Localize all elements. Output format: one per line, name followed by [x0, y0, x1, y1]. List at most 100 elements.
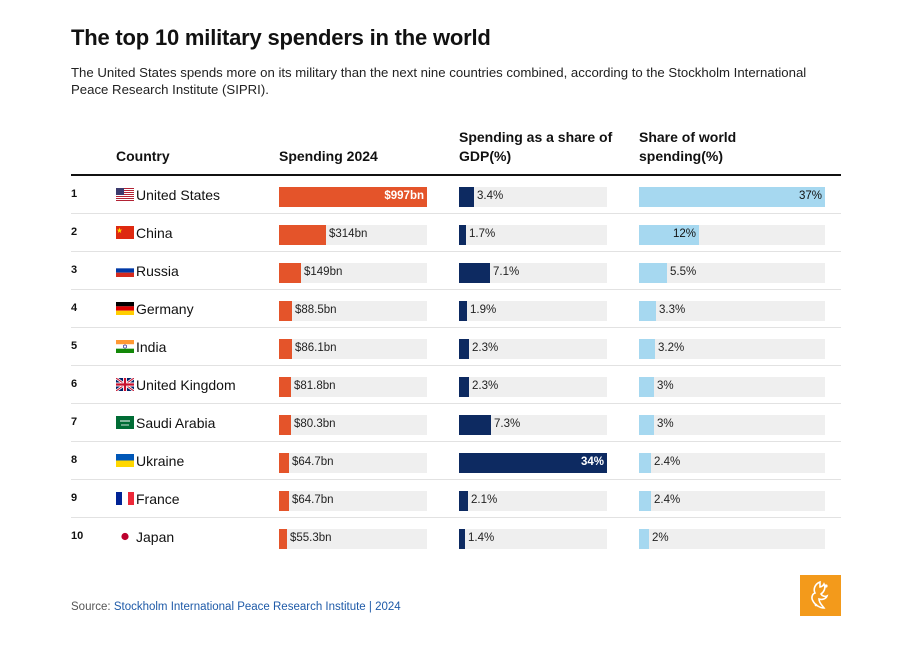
spending-bar-track: $149bn [279, 263, 427, 283]
spending-value-label: $86.1bn [295, 342, 337, 354]
rank-number: 7 [71, 416, 78, 428]
rank-number: 3 [71, 264, 78, 276]
spending-bar [279, 415, 291, 435]
country-name: Russia [136, 263, 179, 279]
world-bar-track: 2.4% [639, 491, 825, 511]
table-row: 6 United Kingdom $81.8bn 2.3% 3% [71, 366, 841, 404]
japan-flag-icon [116, 530, 134, 543]
world-value-label: 3.2% [658, 342, 685, 354]
spending-value-label: $81.8bn [294, 380, 336, 392]
country-name: United States [136, 187, 221, 203]
france-flag-icon [116, 492, 134, 505]
gdp-value-label: 1.7% [469, 228, 496, 240]
spending-bar-track: $64.7bn [279, 453, 427, 473]
gdp-value-label: 1.4% [468, 532, 495, 544]
saudi-arabia-flag-icon [116, 416, 134, 429]
rank-number: 1 [71, 188, 78, 200]
world-bar [639, 339, 655, 359]
gdp-bar [459, 187, 474, 207]
al-jazeera-logo-icon [800, 575, 841, 616]
gdp-bar-track: 1.4% [459, 529, 607, 549]
world-bar [639, 453, 651, 473]
country-name: Germany [136, 301, 194, 317]
spending-value-label: $64.7bn [292, 494, 334, 506]
spending-bar-track: $86.1bn [279, 339, 427, 359]
spending-bar [279, 377, 291, 397]
germany-flag-icon [116, 302, 134, 315]
gdp-value-label: 34% [580, 456, 604, 468]
row-divider [71, 251, 841, 252]
source-link[interactable]: Stockholm International Peace Research I… [113, 601, 401, 613]
spending-bar [279, 225, 326, 245]
gdp-bar [459, 301, 467, 321]
header-country: Country [116, 148, 170, 164]
russia-flag-icon [116, 264, 134, 277]
gdp-bar-track: 2.3% [459, 377, 607, 397]
row-divider [71, 365, 841, 366]
world-bar-track: 3% [639, 377, 825, 397]
spending-bar [279, 263, 301, 283]
us-flag-icon [116, 188, 134, 201]
gdp-bar [459, 453, 607, 473]
spending-bar-track: $64.7bn [279, 491, 427, 511]
world-bar-track: 37% [639, 187, 825, 207]
row-divider [71, 327, 841, 328]
table-row: 7 Saudi Arabia $80.3bn 7.3% 3% [71, 404, 841, 442]
country-name: France [136, 491, 180, 507]
chart-subtitle: The United States spends more on its mil… [71, 65, 807, 97]
table-row: 8 Ukraine $64.7bn 34% 2.4% [71, 442, 841, 480]
gdp-bar [459, 529, 465, 549]
chart-title: The top 10 military spenders in the worl… [71, 25, 491, 50]
world-value-label: 37% [798, 190, 822, 202]
world-bar-track: 3% [639, 415, 825, 435]
spending-bar-track: $81.8bn [279, 377, 427, 397]
gdp-value-label: 7.3% [494, 418, 521, 430]
gdp-bar-track: 2.1% [459, 491, 607, 511]
rank-number: 9 [71, 492, 78, 504]
world-bar [639, 301, 656, 321]
world-bar [639, 225, 699, 245]
spending-bar-track: $997bn [279, 187, 427, 207]
gdp-bar [459, 225, 466, 245]
spending-bar [279, 491, 289, 511]
rank-number: 5 [71, 340, 78, 352]
gdp-value-label: 2.1% [471, 494, 498, 506]
world-value-label: 2% [652, 532, 669, 544]
table-row: 3 Russia $149bn 7.1% 5.5% [71, 252, 841, 290]
world-value-label: 12% [672, 228, 696, 240]
ukraine-flag-icon [116, 454, 134, 467]
spending-bar [279, 453, 289, 473]
table-row: 9 France $64.7bn 2.1% 2.4% [71, 480, 841, 518]
spending-value-label: $55.3bn [290, 532, 332, 544]
gdp-bar-track: 1.9% [459, 301, 607, 321]
rank-number: 10 [71, 530, 84, 542]
world-bar-track: 3.3% [639, 301, 825, 321]
table-row: 10 Japan $55.3bn 1.4% 2% [71, 518, 841, 556]
world-bar-track: 5.5% [639, 263, 825, 283]
spending-value-label: $80.3bn [294, 418, 336, 430]
spending-value-label: $149bn [304, 266, 343, 278]
header-gdp-share: Spending as a share of GDP(%) [459, 129, 613, 164]
gdp-bar-track: 7.1% [459, 263, 607, 283]
rank-number: 4 [71, 302, 78, 314]
world-bar-track: 3.2% [639, 339, 825, 359]
rank-number: 2 [71, 226, 78, 238]
world-value-label: 2.4% [654, 456, 681, 468]
country-name: Japan [136, 529, 175, 545]
rank-number: 8 [71, 454, 78, 466]
table-row: 2 China $314bn 1.7% 12% [71, 214, 841, 252]
spending-value-label: $64.7bn [292, 456, 334, 468]
header-divider [71, 174, 841, 176]
world-value-label: 3% [657, 418, 674, 430]
gdp-value-label: 2.3% [472, 380, 499, 392]
table-row: 4 Germany $88.5bn 1.9% 3.3% [71, 290, 841, 328]
gdp-bar-track: 34% [459, 453, 607, 473]
spending-bar-track: $80.3bn [279, 415, 427, 435]
world-value-label: 3% [657, 380, 674, 392]
country-name: United Kingdom [136, 377, 236, 393]
spending-value-label: $314bn [329, 228, 368, 240]
country-name: Saudi Arabia [136, 415, 216, 431]
world-bar [639, 415, 654, 435]
row-divider [71, 441, 841, 442]
gdp-bar [459, 377, 469, 397]
